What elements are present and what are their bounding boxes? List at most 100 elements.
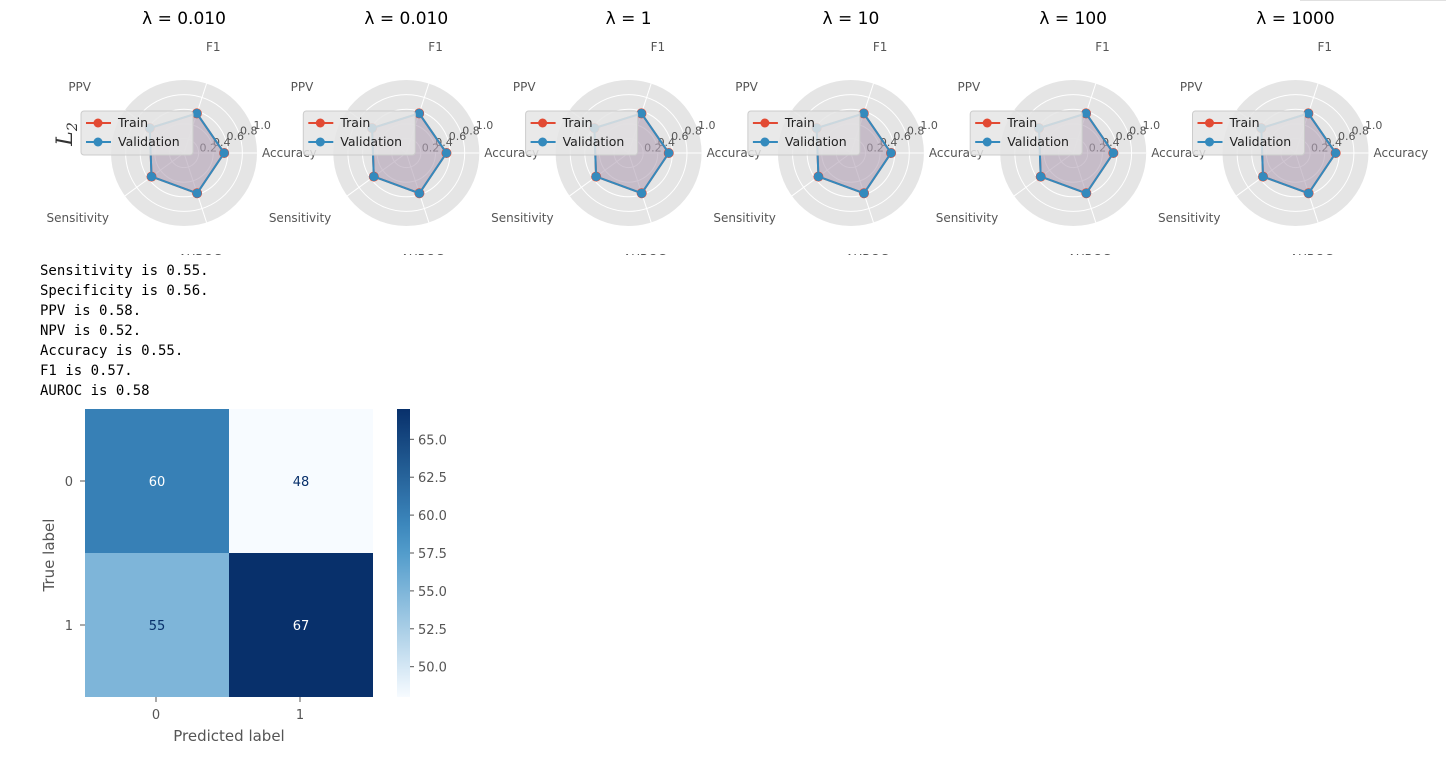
series-point bbox=[414, 108, 424, 118]
metric-line: F1 is 0.57. bbox=[40, 363, 133, 379]
radial-tick-label: 0.6 bbox=[671, 130, 689, 143]
axis-label: Sensitivity bbox=[47, 211, 109, 225]
colorbar-tick-label: 62.5 bbox=[418, 471, 447, 486]
axis-label: Sensitivity bbox=[713, 211, 775, 225]
colorbar-tick-label: 52.5 bbox=[418, 623, 447, 638]
metrics-output: Sensitivity is 0.55. Specificity is 0.56.… bbox=[40, 261, 209, 401]
row-label-letter: L bbox=[53, 131, 78, 147]
series-point bbox=[441, 148, 451, 158]
series-point bbox=[192, 108, 202, 118]
legend-label: Validation bbox=[1230, 134, 1292, 149]
radar-panel: λ = 0.010AccuracyF1PPVSensitivityAUROC0.… bbox=[269, 9, 539, 255]
metric-line: Sensitivity is 0.55. bbox=[40, 263, 209, 279]
axis-label: PPV bbox=[513, 80, 536, 94]
radar-panel: λ = 100AccuracyF1PPVSensitivityAUROC0.20… bbox=[936, 9, 1206, 255]
axis-label: F1 bbox=[873, 40, 888, 54]
series-point bbox=[664, 148, 674, 158]
y-axis-label: True label bbox=[40, 519, 58, 593]
series-point bbox=[369, 172, 379, 182]
series-point bbox=[1108, 148, 1118, 158]
series-point bbox=[1081, 188, 1091, 198]
colorbar-tick-label: 57.5 bbox=[418, 547, 447, 562]
axis-label: AUROC bbox=[845, 252, 888, 255]
metric-line: Accuracy is 0.55. bbox=[40, 343, 184, 359]
radar-chart-row: L2 λ = 0.010 Accuracy F1 PPV Sensitivity AUROC… bbox=[47, 9, 1429, 255]
row-label-subscript: 2 bbox=[65, 122, 81, 132]
cell-value: 67 bbox=[293, 619, 310, 634]
heatmap-cell bbox=[229, 409, 373, 553]
radial-tick-label: 0.8 bbox=[1129, 125, 1147, 138]
legend-marker bbox=[1205, 137, 1214, 147]
x-tick-label: 1 bbox=[296, 708, 304, 723]
panel-title: λ = 100 bbox=[1039, 9, 1107, 29]
radial-tick-label: 0.6 bbox=[226, 130, 244, 143]
metric-line: NPV is 0.52. bbox=[40, 323, 142, 339]
legend-label: Validation bbox=[118, 134, 180, 149]
colorbar bbox=[397, 409, 410, 697]
legend-marker bbox=[93, 137, 103, 147]
cell-value: 48 bbox=[293, 475, 310, 490]
series-point bbox=[147, 172, 157, 182]
radial-tick-label: 1.0 bbox=[1365, 119, 1383, 132]
axis-label: F1 bbox=[1095, 40, 1110, 54]
radial-tick-label: 1.0 bbox=[920, 119, 938, 132]
radial-tick-label: 0.8 bbox=[240, 125, 258, 138]
legend-marker bbox=[760, 137, 770, 147]
legend-marker bbox=[538, 137, 548, 147]
legend-label: Train bbox=[562, 115, 593, 130]
x-axis-label: Predicted label bbox=[173, 727, 284, 745]
confusion-matrix-chart: 60 48 55 67 0 1 0 1 Predicted label True label 50.… bbox=[40, 409, 447, 745]
radar-panel: λ = 1AccuracyF1PPVSensitivityAUROC0.20.4… bbox=[491, 9, 761, 255]
radial-tick-label: 0.6 bbox=[893, 130, 911, 143]
legend-label: Validation bbox=[563, 134, 625, 149]
cell-value: 60 bbox=[149, 475, 166, 490]
axis-label: F1 bbox=[206, 40, 221, 54]
axis-label: PPV bbox=[958, 80, 981, 94]
radial-tick-label: 1.0 bbox=[476, 119, 494, 132]
series-point bbox=[1304, 188, 1314, 198]
radar-panel: λ = 0.010AccuracyF1PPVSensitivityAUROC0.… bbox=[47, 9, 317, 255]
y-tick-label: 1 bbox=[65, 619, 73, 634]
colorbar-tick-label: 55.0 bbox=[418, 585, 447, 600]
metric-line: PPV is 0.58. bbox=[40, 303, 142, 319]
axis-label: Sensitivity bbox=[269, 211, 331, 225]
axis-label: Sensitivity bbox=[491, 211, 553, 225]
radial-tick-label: 1.0 bbox=[698, 119, 716, 132]
heatmap-cell bbox=[85, 553, 229, 697]
legend-label: Validation bbox=[785, 134, 847, 149]
axis-label: F1 bbox=[1318, 40, 1333, 54]
series-point bbox=[591, 172, 601, 182]
row-label: L2 bbox=[53, 122, 81, 147]
panel-title: λ = 1000 bbox=[1256, 9, 1334, 29]
radar-panel: λ = 10AccuracyF1PPVSensitivityAUROC0.20.… bbox=[713, 9, 983, 255]
panel-title: λ = 1 bbox=[606, 9, 652, 29]
legend-label: Train bbox=[117, 115, 148, 130]
radial-tick-label: 1.0 bbox=[253, 119, 271, 132]
colorbar-tick-label: 50.0 bbox=[418, 661, 447, 676]
legend-label: Train bbox=[339, 115, 370, 130]
axis-label: AUROC bbox=[1290, 252, 1333, 255]
series-point bbox=[1036, 172, 1046, 182]
axis-label: PPV bbox=[68, 80, 91, 94]
legend-label: Train bbox=[1006, 115, 1037, 130]
axis-label: Accuracy bbox=[1374, 146, 1429, 160]
series-point bbox=[813, 172, 823, 182]
metric-line: Specificity is 0.56. bbox=[40, 283, 209, 299]
axis-label: F1 bbox=[651, 40, 666, 54]
legend-label: Validation bbox=[340, 134, 402, 149]
series-point bbox=[219, 148, 229, 158]
axis-label: AUROC bbox=[623, 252, 666, 255]
legend-marker bbox=[982, 118, 992, 128]
axis-label: Sensitivity bbox=[1158, 211, 1220, 225]
radar-panel: λ = 1000AccuracyF1PPVSensitivityAUROC0.2… bbox=[1158, 9, 1428, 255]
radial-tick-label: 0.6 bbox=[1116, 130, 1134, 143]
series-point bbox=[1081, 108, 1091, 118]
axis-label: PPV bbox=[735, 80, 758, 94]
panel-title: λ = 10 bbox=[823, 9, 880, 29]
legend-label: Validation bbox=[1007, 134, 1069, 149]
cell-separator bbox=[1300, 0, 1446, 1]
radial-tick-label: 0.6 bbox=[1338, 130, 1356, 143]
series-point bbox=[1331, 148, 1341, 158]
series-point bbox=[1258, 172, 1268, 182]
axis-label: Sensitivity bbox=[936, 211, 998, 225]
